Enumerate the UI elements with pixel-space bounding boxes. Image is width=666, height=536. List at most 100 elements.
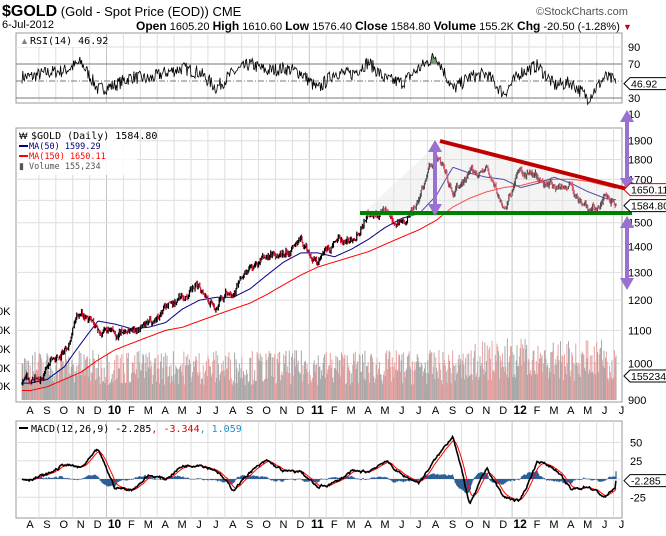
- price-legend-bg: [17, 129, 137, 175]
- volume-bar: [556, 355, 558, 400]
- volume-bar: [31, 384, 33, 400]
- volume-bar: [379, 374, 381, 400]
- macd-axis-label: 25: [630, 456, 642, 468]
- macd-histogram-bar: [290, 479, 292, 480]
- macd-histogram-bar: [576, 479, 578, 480]
- macd-histogram-bar: [528, 471, 530, 479]
- volume-bar: [374, 382, 376, 400]
- volume-bar: [595, 373, 597, 400]
- macd-histogram-bar: [274, 479, 276, 481]
- macd-histogram-bar: [363, 479, 365, 480]
- macd-histogram-bar: [544, 479, 546, 480]
- macd-histogram-bar: [439, 474, 441, 479]
- macd-histogram-bar: [80, 479, 82, 480]
- volume-bar: [32, 371, 34, 400]
- volume-bar: [238, 363, 240, 400]
- volume-bar: [228, 352, 230, 400]
- macd-histogram-bar: [580, 479, 582, 480]
- volume-bar: [373, 376, 375, 400]
- macd-histogram-bar: [207, 479, 209, 481]
- macd-histogram-bar: [566, 479, 568, 483]
- macd-histogram-bar: [216, 479, 218, 481]
- volume-bar: [349, 370, 351, 400]
- volume-bar: [510, 346, 512, 400]
- macd-histogram-bar: [147, 476, 149, 479]
- macd-histogram-bar: [198, 478, 200, 479]
- macd-histogram-bar: [469, 479, 471, 490]
- month-label: S: [449, 519, 456, 531]
- macd-histogram-bar: [453, 479, 455, 480]
- volume-bar: [346, 355, 348, 400]
- volume-bar: [42, 362, 44, 400]
- month-label: N: [482, 519, 490, 531]
- volume-bar: [371, 357, 373, 400]
- macd-histogram-bar: [161, 479, 163, 480]
- macd-histogram-bar: [40, 477, 43, 479]
- macd-histogram-bar: [514, 479, 517, 480]
- volume-bar: [259, 360, 261, 400]
- macd-histogram-bar: [586, 478, 588, 480]
- volume-bar: [613, 377, 615, 400]
- macd-histogram-bar: [257, 476, 259, 479]
- macd-histogram-bar: [402, 479, 404, 482]
- volume-bar: [269, 353, 271, 400]
- month-label: N: [280, 519, 288, 531]
- volume-bar: [105, 377, 107, 400]
- macd-histogram-bar: [417, 479, 419, 481]
- volume-bar: [428, 353, 430, 400]
- volume-bar: [283, 354, 285, 400]
- volume-bar: [597, 351, 599, 400]
- macd-histogram-bar: [237, 477, 240, 479]
- macd-histogram-bar: [43, 478, 45, 480]
- volume-bar: [147, 367, 149, 400]
- volume-bar: [250, 384, 252, 400]
- macd-histogram-bar: [87, 475, 89, 479]
- volume-bar: [177, 384, 179, 400]
- volume-bar: [170, 364, 172, 400]
- macd-histogram-bar: [229, 479, 232, 484]
- macd-histogram-bar: [180, 477, 183, 479]
- volume-bar: [609, 372, 611, 400]
- volume-bar: [248, 381, 250, 400]
- volume-bar: [588, 369, 590, 400]
- volume-bar: [90, 381, 92, 400]
- macd-histogram-bar: [62, 477, 64, 479]
- volume-bar: [462, 353, 464, 400]
- volume-bar: [605, 357, 607, 400]
- credit[interactable]: ©StockCharts.com: [536, 6, 628, 18]
- volume-bar: [341, 355, 343, 400]
- macd-histogram-bar: [590, 479, 592, 481]
- volume-bar: [482, 368, 484, 400]
- volume-bar: [566, 344, 568, 400]
- volume-bar: [487, 379, 489, 400]
- volume-bar: [233, 382, 235, 400]
- macd-histogram-bar: [78, 479, 80, 480]
- macd-histogram-bar: [510, 479, 512, 481]
- volume-bar: [300, 373, 302, 400]
- macd-histogram-bar: [121, 479, 123, 480]
- volume-bar: [572, 355, 574, 400]
- macd-histogram-bar: [373, 477, 375, 479]
- volume-bar: [160, 361, 162, 400]
- rsi-line: [21, 52, 617, 106]
- volume-bar: [108, 361, 110, 400]
- volume-bar: [440, 369, 442, 400]
- volume-bar: [63, 380, 65, 400]
- macd-histogram-bar: [73, 479, 76, 480]
- macd-histogram-bar: [439, 475, 442, 479]
- volume-bar: [125, 382, 127, 400]
- volume-bar: [348, 365, 350, 400]
- volume-bar: [349, 384, 351, 400]
- month-label: M: [380, 405, 389, 417]
- volume-bar: [271, 357, 273, 400]
- month-label: F: [128, 519, 135, 531]
- volume-bar: [98, 354, 100, 400]
- macd-histogram-bar: [177, 475, 179, 479]
- volume-bar: [221, 363, 223, 400]
- volume-bar: [465, 375, 467, 400]
- volume-bar: [77, 376, 79, 400]
- macd-histogram-bar: [603, 479, 605, 482]
- macd-histogram-bar: [98, 478, 100, 479]
- macd-histogram-bar: [82, 478, 84, 479]
- volume-bar: [111, 373, 113, 400]
